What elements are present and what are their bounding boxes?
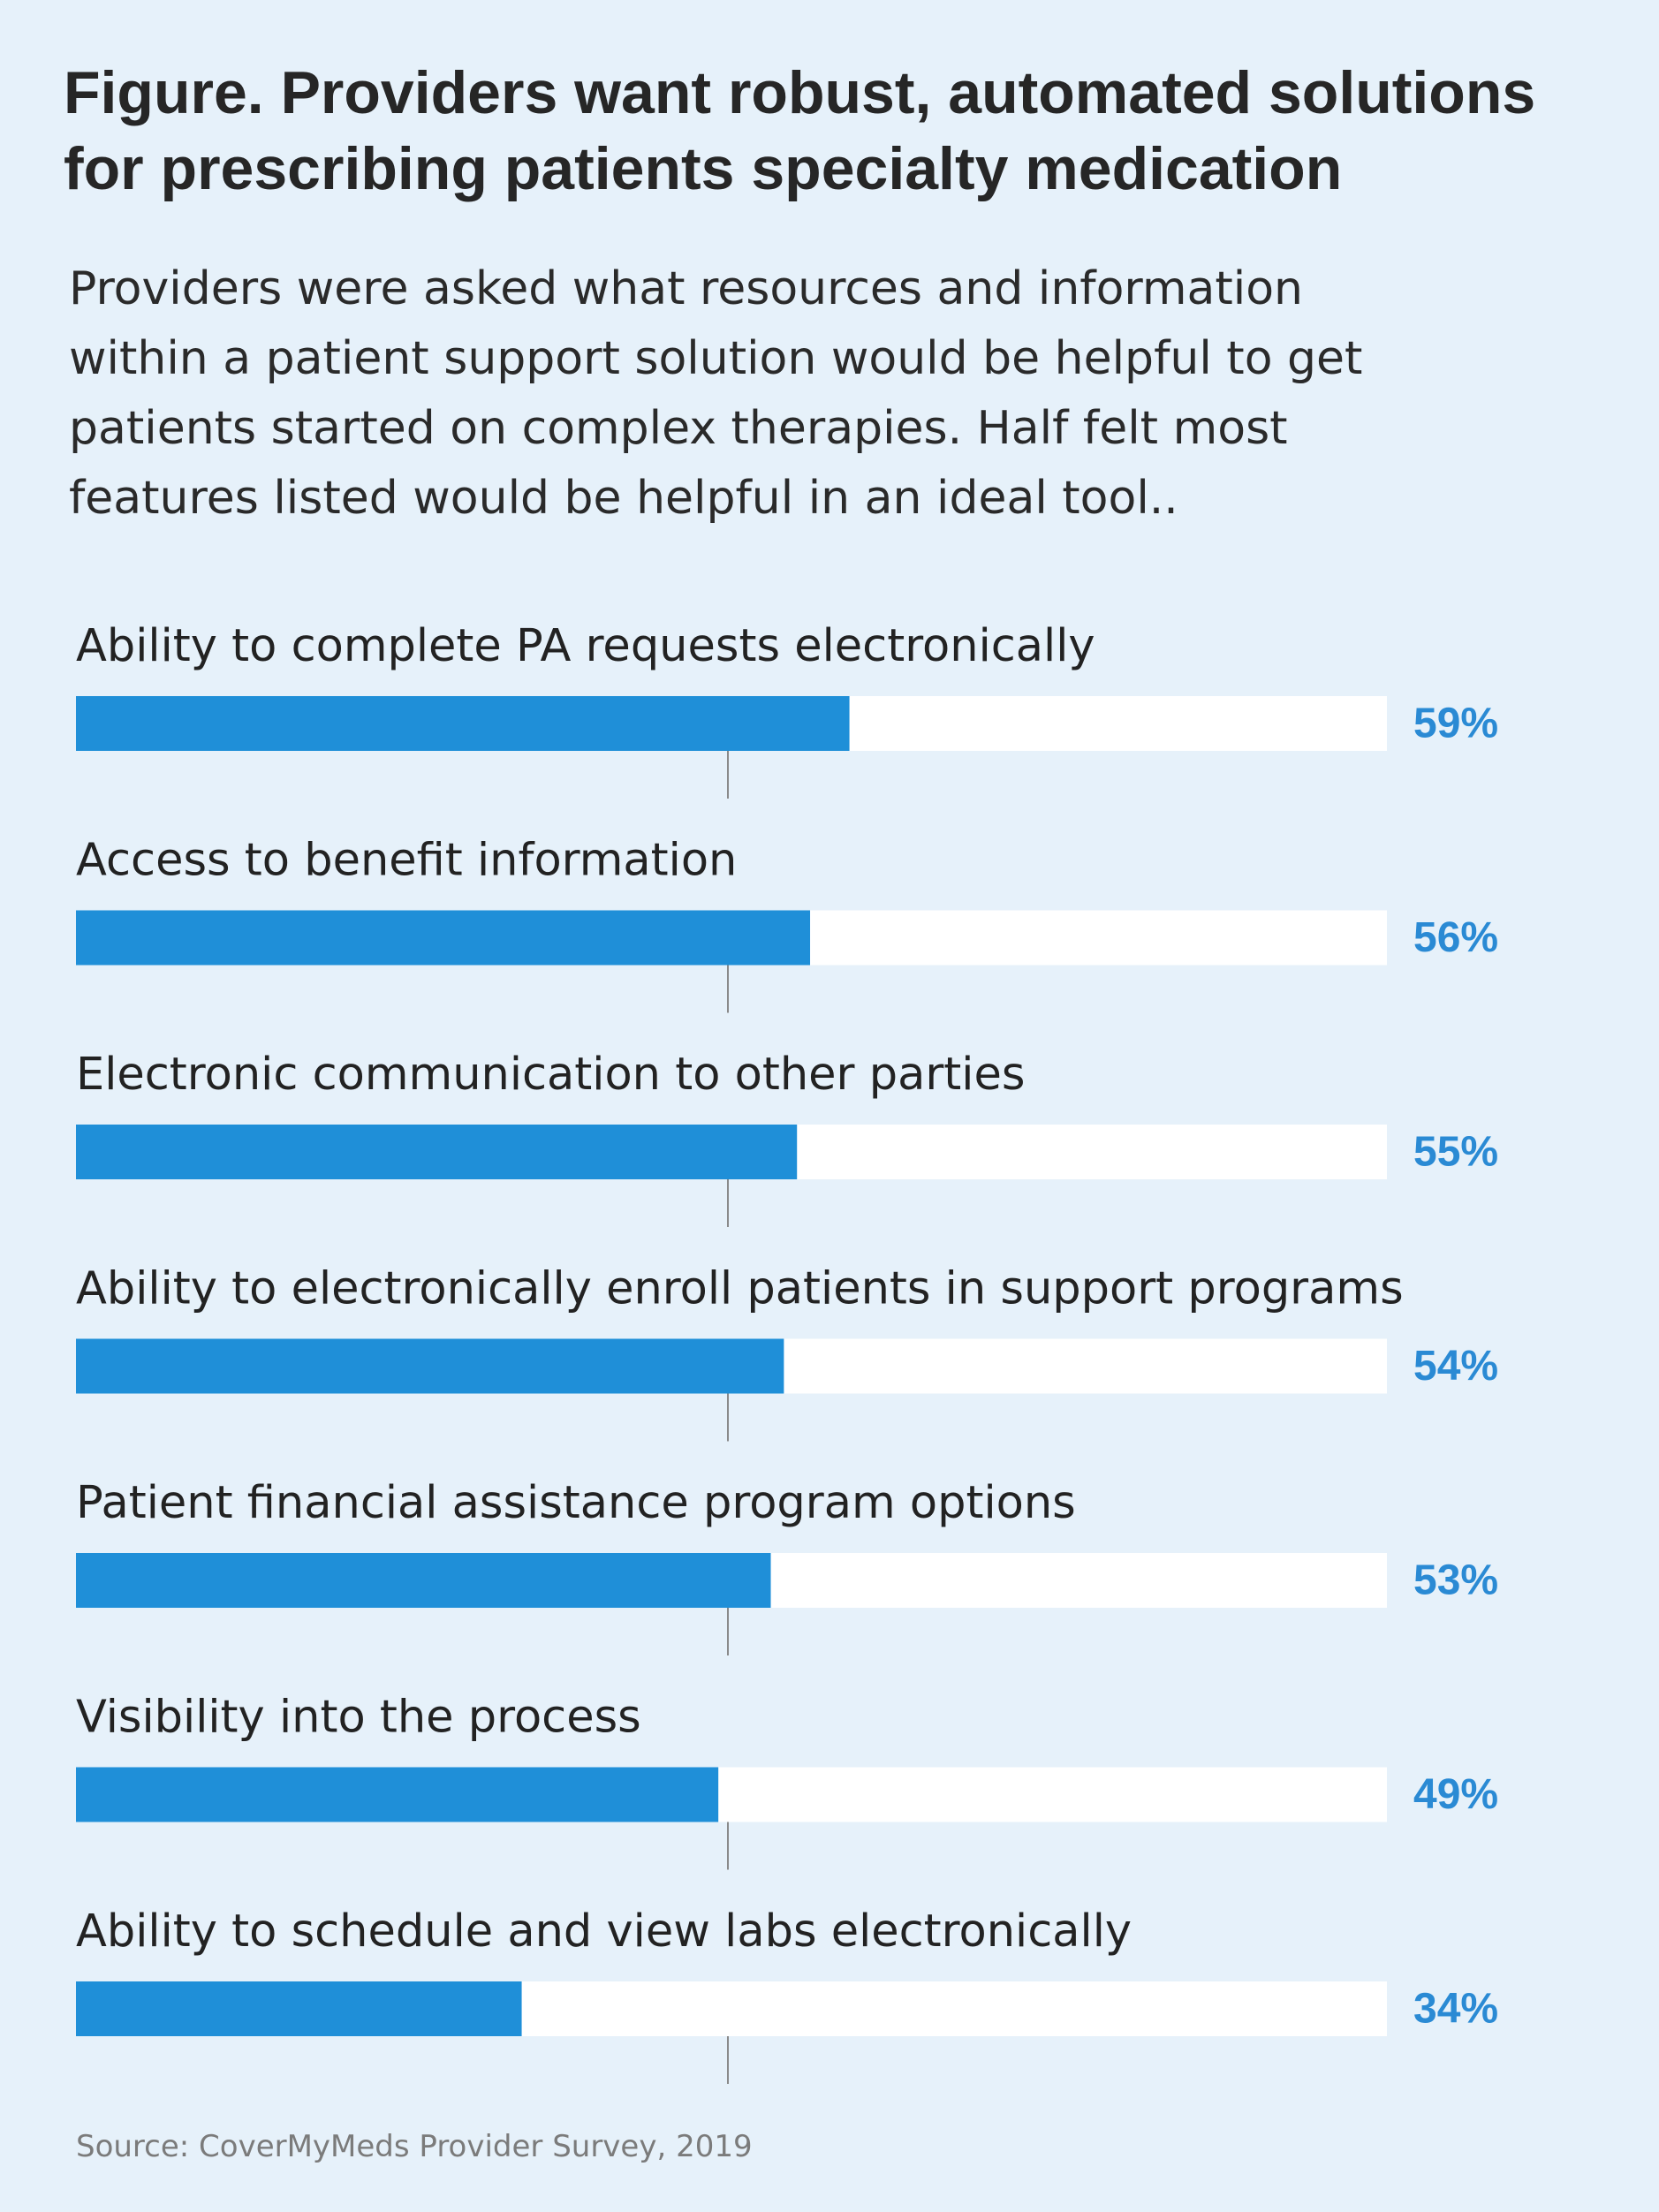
category-label: Electronic communication to other partie… bbox=[76, 1049, 1025, 1101]
bar bbox=[76, 1125, 798, 1179]
source-note: Source: CoverMyMeds Provider Survey, 201… bbox=[76, 2129, 753, 2164]
value-label: 55% bbox=[1413, 1129, 1498, 1176]
value-label: 53% bbox=[1413, 1557, 1498, 1604]
category-label: Ability to schedule and view labs electr… bbox=[76, 1905, 1132, 1958]
bar bbox=[76, 1553, 771, 1608]
bar bbox=[76, 910, 811, 966]
category-label: Patient financial assistance program opt… bbox=[76, 1477, 1076, 1529]
bar bbox=[76, 1338, 784, 1394]
category-label: Ability to complete PA requests electron… bbox=[76, 620, 1095, 672]
value-label: 54% bbox=[1413, 1343, 1498, 1390]
category-label: Access to benefit information bbox=[76, 835, 737, 887]
bar bbox=[76, 696, 850, 751]
value-label: 59% bbox=[1413, 701, 1498, 747]
value-label: 56% bbox=[1413, 914, 1498, 961]
chart-title: Figure. Providers want robust, automated… bbox=[64, 59, 1536, 202]
value-label: 49% bbox=[1413, 1771, 1498, 1818]
value-label: 34% bbox=[1413, 1986, 1498, 2033]
category-label: Ability to electronically enroll patient… bbox=[76, 1263, 1404, 1315]
bar bbox=[76, 1767, 719, 1822]
bar bbox=[76, 1981, 522, 2036]
category-label: Visibility into the process bbox=[76, 1692, 641, 1744]
chart-subtitle: Providers were asked what resources and … bbox=[69, 262, 1363, 525]
